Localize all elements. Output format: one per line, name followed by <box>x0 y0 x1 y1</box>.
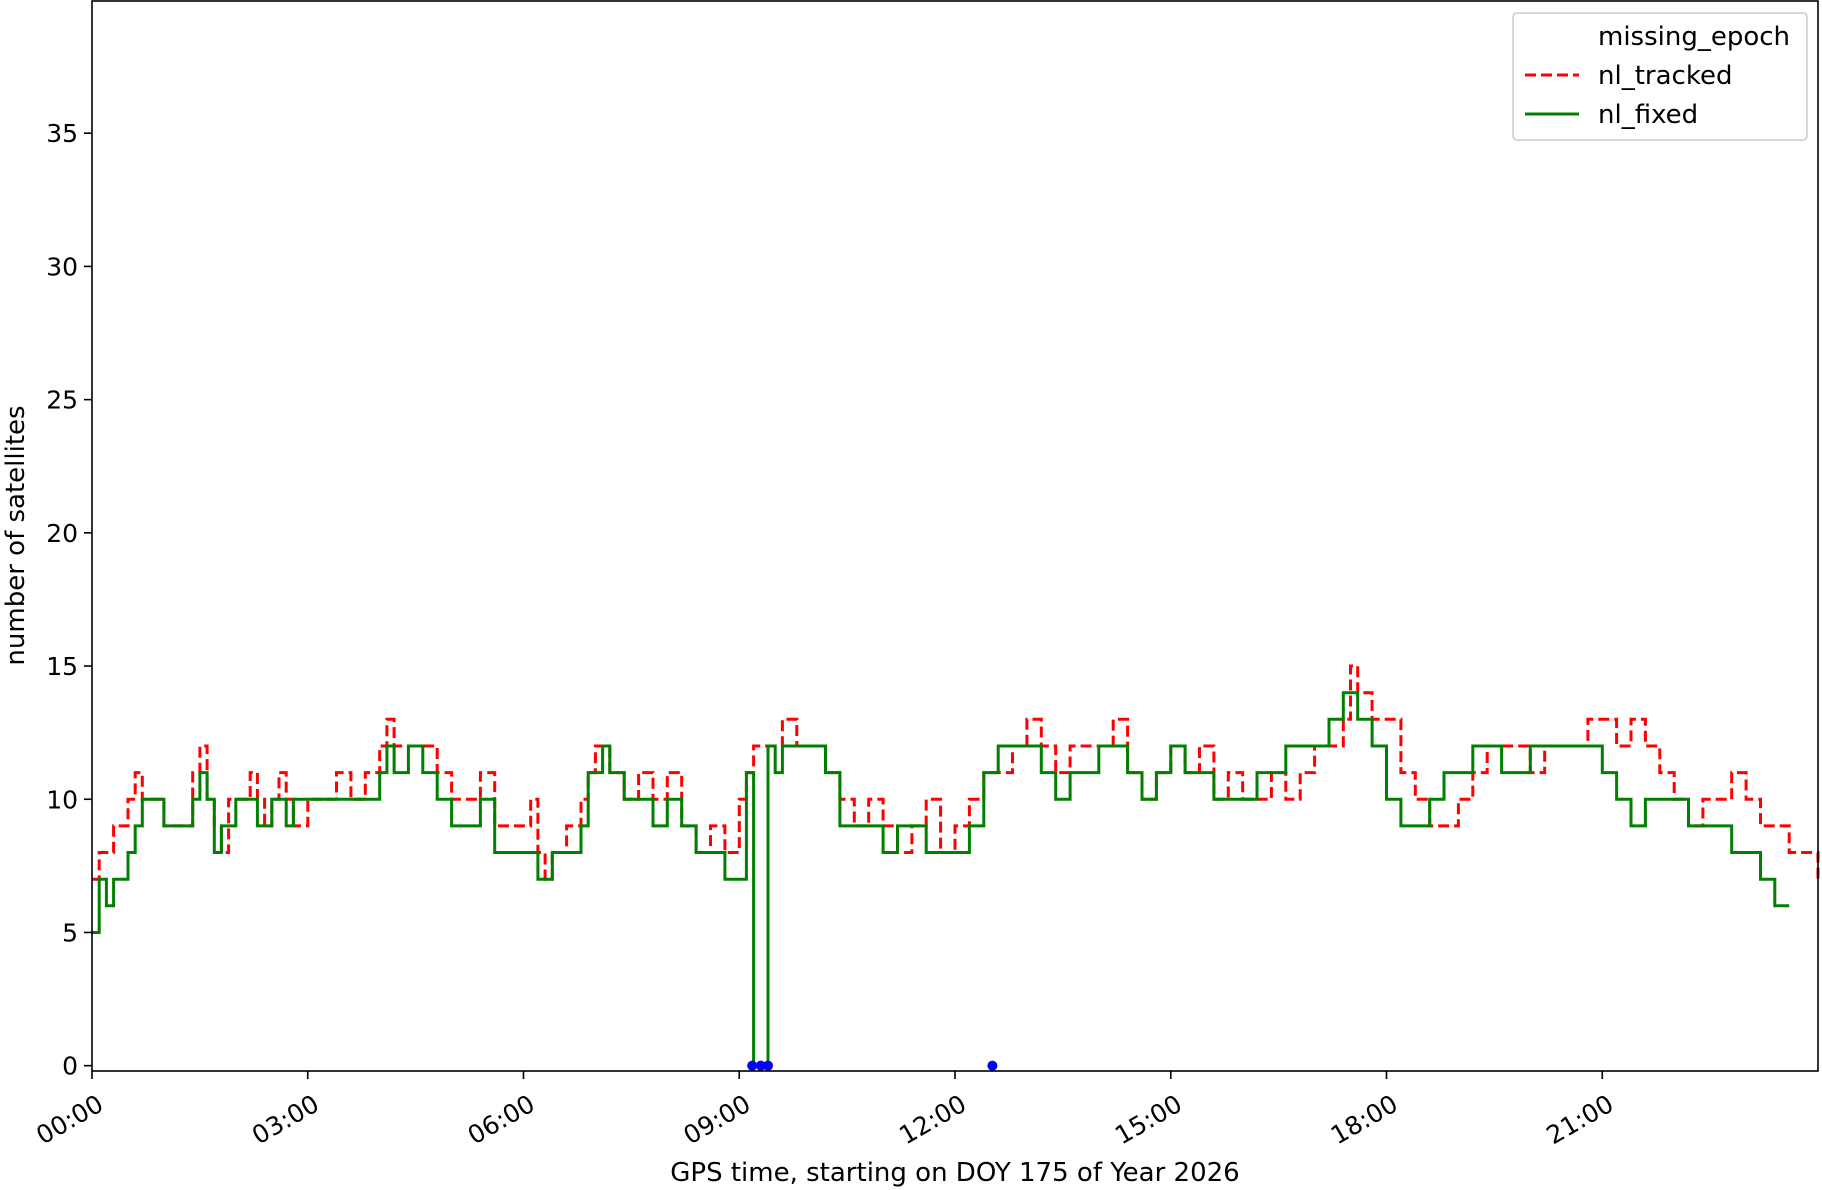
y-tick-label: 35 <box>46 119 78 148</box>
series-nl-fixed-line <box>92 691 1790 1068</box>
plot-data-area <box>92 664 1820 1071</box>
y-tick-label: 0 <box>62 1052 78 1081</box>
legend-label-nl_tracked: nl_tracked <box>1598 61 1732 91</box>
legend-label-missing_epoch: missing_epoch <box>1598 22 1790 52</box>
missing-epoch-point <box>755 1060 766 1071</box>
y-tick-label: 10 <box>46 785 78 814</box>
legend-box <box>1512 12 1808 141</box>
legend-label-nl_fixed: nl_fixed <box>1598 100 1698 130</box>
x-axis-label: GPS time, starting on DOY 175 of Year 20… <box>670 1158 1239 1188</box>
y-tick-label: 25 <box>46 386 78 415</box>
y-tick-label: 5 <box>62 918 78 947</box>
legend: missing_epoch nl_tracked nl_fixed <box>1512 12 1808 141</box>
y-axis-ticks: 0 5 10 15 20 25 30 35 <box>46 119 92 1081</box>
y-tick-label: 15 <box>46 652 78 681</box>
missing-epoch-point <box>747 1060 758 1071</box>
missing-epoch-point <box>987 1060 998 1071</box>
y-axis-label: number of satellites <box>1 405 31 665</box>
y-tick-label: 20 <box>46 519 78 548</box>
y-tick-label: 30 <box>46 252 78 281</box>
missing-epoch-point <box>763 1060 774 1071</box>
